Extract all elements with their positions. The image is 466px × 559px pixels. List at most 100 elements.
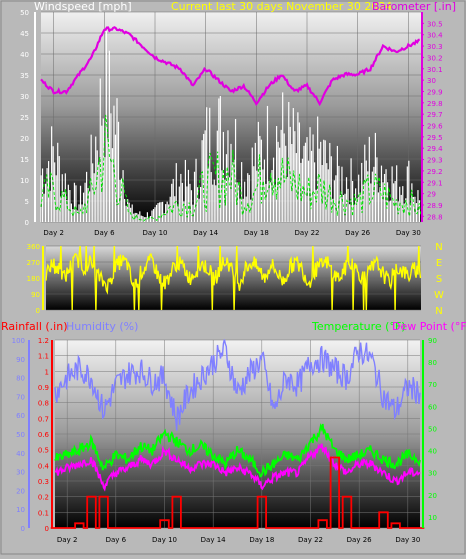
wind-tick-label: 0 (25, 219, 29, 227)
direction-tick-label: 0 (36, 307, 40, 315)
direction-tick-label: 90 (31, 291, 40, 299)
rain-tick-label: 0.4 (38, 462, 50, 470)
rain-tick-label: 0.3 (38, 478, 49, 486)
humidity-tick-label: 90 (16, 356, 25, 364)
compass-label: W (434, 290, 444, 301)
temperature-tick-label: 50 (428, 425, 437, 433)
x-tick-label: Day 2 (57, 536, 78, 544)
temperature-axis: 10 20 30 40 50 60 70 80 90 (422, 337, 437, 528)
x-tick-label: Day 30 (395, 536, 420, 544)
humidity-title: Humidity (%) (66, 320, 138, 333)
humidity-tick-label: 10 (16, 506, 25, 514)
barometer-tick-label: 30 (427, 77, 436, 85)
temperature-tick-label: 70 (428, 381, 437, 389)
chart-title: Current last 30 days November 30 2024 (171, 0, 392, 13)
rain-tick-label: 0.7 (38, 415, 49, 423)
barometer-tick-label: 30.2 (427, 54, 443, 62)
humidity-tick-label: 100 (12, 337, 25, 345)
barometer-line (40, 26, 421, 107)
temperature-tick-label: 60 (428, 403, 437, 411)
humidity-tick-label: 20 (16, 487, 25, 495)
humidity-tick-label: 30 (16, 469, 25, 477)
wind-tick-label: 10 (20, 177, 29, 185)
compass-label: N (435, 242, 442, 253)
wind-tick-label: 15 (20, 156, 29, 164)
wind-gridlines (41, 11, 421, 223)
wind-tick-label: 40 (20, 51, 29, 59)
barometer-tick-label: 29.2 (427, 168, 443, 176)
rain-tick-label: 0 (45, 525, 49, 533)
temperature-tick-label: 90 (428, 337, 437, 345)
wind-tick-label: 35 (20, 72, 29, 80)
barometer-right-axis: 28.8 28.9 29 29.1 29.2 29.3 29.4 29.5 29.6 29.7 29… (421, 12, 443, 222)
wind-tick-label: 50 (20, 9, 29, 17)
wind-tick-label: 45 (20, 30, 29, 38)
barometer-tick-label: 30.3 (427, 43, 443, 51)
temperature-tick-label: 40 (428, 448, 437, 456)
dewpoint-title: Dew Point (°F) (392, 320, 466, 333)
barometer-tick-label: 30.5 (427, 20, 443, 28)
temperature-title: Temperature (°F) (311, 320, 406, 333)
compass-label: E (436, 258, 442, 269)
barometer-tick-label: 29.1 (427, 179, 443, 187)
barometer-tick-label: 29.7 (427, 111, 443, 119)
compass-label: N (435, 306, 442, 317)
humidity-tick-label: 50 (16, 431, 25, 439)
rain-tick-label: 1.1 (38, 353, 49, 361)
humidity-tick-label: 60 (16, 412, 25, 420)
x-tick-label: Day 14 (201, 536, 227, 544)
rainfall-title: Rainfall (.in) (1, 320, 68, 333)
wind-x-axis: Day 2 Day 6 Day 10 Day 14 Day 18 Day 22 Day 26… (43, 229, 420, 237)
x-tick-label: Day 26 (347, 536, 373, 544)
barometer-title: Barometer [.in] (372, 0, 456, 13)
temperature-tick-label: 30 (428, 470, 437, 478)
gust-series (40, 114, 422, 222)
rain-x-axis: Day 2 Day 6 Day 10 Day 14 Day 18 Day 22 Day 26… (57, 536, 420, 544)
rain-tick-label: 0.1 (38, 509, 49, 517)
humidity-tick-label: 70 (16, 393, 25, 401)
rain-tick-label: 0.8 (38, 400, 49, 408)
x-tick-label: Day 10 (152, 536, 177, 544)
x-tick-label: Day 6 (106, 536, 127, 544)
x-tick-label: Day 6 (94, 229, 115, 237)
humidity-axis: 0 10 20 30 40 50 60 70 80 90 100 (12, 337, 30, 533)
barometer-tick-label: 29.5 (427, 134, 443, 142)
humidity-line (54, 339, 421, 431)
barometer-series (40, 26, 421, 107)
barometer-tick-label: 29.4 (427, 145, 443, 153)
x-tick-label: Day 10 (143, 229, 168, 237)
wind-tick-label: 5 (25, 198, 29, 206)
x-tick-label: Day 14 (193, 229, 219, 237)
wind-series (40, 31, 421, 222)
barometer-tick-label: 29.9 (427, 88, 443, 96)
barometer-tick-label: 30.4 (427, 32, 443, 40)
barometer-tick-label: 28.8 (427, 213, 443, 221)
temperature-line (54, 422, 421, 478)
x-tick-label: Day 30 (396, 229, 421, 237)
x-tick-label: Day 22 (298, 536, 323, 544)
barometer-tick-label: 30.1 (427, 66, 443, 74)
direction-tick-label: 360 (27, 243, 40, 251)
wind-title: Windspeed [mph] (34, 0, 132, 13)
rain-tick-label: 0.5 (38, 447, 49, 455)
barometer-tick-label: 29 (427, 191, 436, 199)
humidity-tick-label: 0 (21, 525, 25, 533)
wind-left-axis: 0 5 10 15 20 25 30 35 40 45 50 (20, 9, 36, 227)
x-tick-label: Day 22 (295, 229, 320, 237)
wind-tick-label: 25 (20, 114, 29, 122)
rainfall-axis: 0 0.1 0.2 0.3 0.4 0.5 0.6 0.7 0.8 0.9 1 1.1 1.2 (38, 337, 53, 533)
barometer-tick-label: 29.8 (427, 100, 443, 108)
humidity-tick-label: 40 (16, 450, 25, 458)
temperature-tick-label: 10 (428, 514, 437, 522)
gust-line (40, 114, 422, 222)
direction-line (45, 245, 422, 311)
rain-humidity-temp-series (50, 339, 425, 529)
humidity-tick-label: 80 (16, 375, 25, 383)
rainfall-line (50, 456, 425, 529)
x-tick-label: Day 26 (345, 229, 371, 237)
rain-tick-label: 1.2 (38, 337, 49, 345)
compass-label: S (436, 274, 442, 285)
